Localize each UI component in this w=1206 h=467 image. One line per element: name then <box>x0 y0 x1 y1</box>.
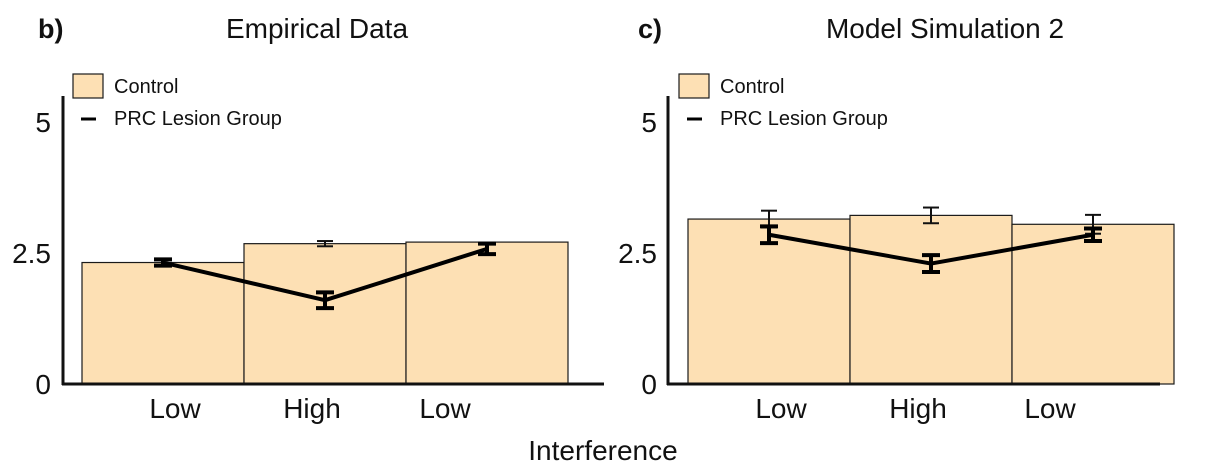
panel-letter: c) <box>638 14 662 44</box>
bar-control-low-3 <box>405 241 569 385</box>
panel-empirical-data: b) Empirical Data 0 2.5 5 Low High Low Control PR… <box>12 13 604 424</box>
y-tick-label: 5 <box>35 107 51 138</box>
x-tick-label-3: Low <box>419 393 471 424</box>
errorbar-prc-lesion-3 <box>1084 226 1102 244</box>
bar-control-high-2 <box>849 214 1013 385</box>
errorbar-prc-lesion-1 <box>760 224 778 246</box>
errorbar-prc-lesion-3 <box>478 241 496 257</box>
errorbar-control-2 <box>317 240 333 248</box>
y-tick-label: 2.5 <box>12 238 51 269</box>
panel-model-simulation-2: c) Model Simulation 2 0 2.5 5 Low High Low Contr… <box>618 13 1175 424</box>
legend-label-control: Control <box>114 76 178 98</box>
legend-label-prc-lesion: PRC Lesion Group <box>114 108 282 130</box>
panel-title: Model Simulation 2 <box>826 13 1064 44</box>
panel-title: Empirical Data <box>226 13 408 44</box>
y-tick-label: 0 <box>35 369 51 400</box>
shared-x-axis-label: Interference <box>528 435 677 466</box>
x-tick-label-1: Low <box>755 393 807 424</box>
bar-control-high-2 <box>243 243 407 385</box>
errorbar-control-2 <box>923 206 939 225</box>
x-tick-label-2: High <box>889 393 947 424</box>
legend-swatch-control <box>678 73 710 99</box>
legend-label-control: Control <box>720 76 784 98</box>
errorbar-prc-lesion-2 <box>922 253 940 274</box>
bar-control-low-3 <box>1011 223 1175 385</box>
x-tick-label-3: Low <box>1024 393 1076 424</box>
errorbar-prc-lesion-1 <box>154 257 172 268</box>
legend-swatch-control <box>72 73 104 99</box>
x-tick-label-2: High <box>283 393 341 424</box>
panel-letter: b) <box>38 14 63 44</box>
x-tick-label-1: Low <box>149 393 201 424</box>
errorbar-prc-lesion-2 <box>316 290 334 311</box>
legend: Control PRC Lesion Group <box>72 73 282 130</box>
y-tick-label: 2.5 <box>618 238 657 269</box>
y-tick-label: 0 <box>641 369 657 400</box>
legend: Control PRC Lesion Group <box>678 73 888 130</box>
y-tick-label: 5 <box>641 107 657 138</box>
bar-control-low-1 <box>81 261 245 385</box>
legend-label-prc-lesion: PRC Lesion Group <box>720 108 888 130</box>
